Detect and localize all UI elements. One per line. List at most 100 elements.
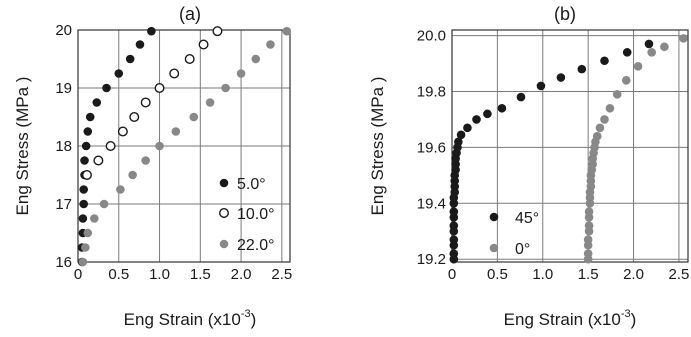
panel-a-series-3-point — [128, 170, 137, 180]
panel-b-legend-marker — [489, 243, 499, 253]
panel-b-legend-label: 45° — [515, 210, 539, 227]
panel-a-series-1-point — [102, 83, 111, 93]
panel-b-series-1-point — [536, 81, 546, 91]
panel-b-x-tick-label: 0 — [448, 266, 456, 283]
panel-b-series-1-point — [454, 137, 463, 147]
panel-b-series-2-point — [584, 207, 594, 216]
panel-b-y-tick-label: 19.2 — [417, 251, 446, 268]
panel-b-series-2-point — [679, 34, 688, 43]
panel-a-y-tick-label: 19 — [55, 80, 72, 97]
panel-a-x-tick-label: 1.0 — [149, 266, 170, 283]
panel-a-series-3-point — [83, 228, 93, 238]
panel-a-series-1-point — [79, 199, 89, 209]
panel-a-series-2-point — [117, 126, 128, 137]
panel-a-series-3-point — [221, 83, 230, 93]
panel-a-series-1-point — [135, 40, 145, 49]
panel-b-x-tick-label: 0.5 — [487, 266, 508, 283]
panel-a-series-2-point — [129, 111, 140, 122]
panel-b-plot-frame — [451, 29, 689, 263]
panel-b-x-axis-label-exponent: -3 — [621, 308, 631, 320]
panel-a-series-3-point — [90, 214, 99, 223]
panel-a-series-3-point — [78, 257, 88, 267]
panel-b-series-2-point — [612, 89, 622, 99]
panel-a-series-3-point — [266, 40, 275, 49]
panel-a-legend-label: 10.0° — [237, 206, 275, 223]
panel-b-series-1-point — [472, 115, 481, 124]
panel-a-series-3-point — [189, 112, 199, 122]
panel-a-series-3-point — [155, 141, 164, 151]
panel-b-x-tick-label: 1.5 — [578, 266, 599, 283]
panel-a-series-3-point — [282, 26, 292, 36]
panel-b-series-2-point — [660, 42, 669, 52]
panel-b-series-1-point — [449, 207, 459, 216]
panel-a-y-tick-label: 20 — [55, 22, 72, 39]
panel-a-series-2-point — [81, 169, 92, 180]
panel-b-series-1-point — [622, 48, 632, 57]
panel-a-series-3-point — [81, 243, 90, 252]
panel-a-series-1-point — [81, 141, 91, 151]
panel-b-x-axis-label: Eng Strain (x10-3) — [504, 308, 637, 329]
panel-a-title: (a) — [179, 4, 201, 24]
panel-a-legend-label: 22.0° — [237, 237, 275, 254]
panel-b-series-1-point — [577, 64, 587, 74]
panel-b-series-1-point — [483, 109, 492, 119]
panel-a-series-2-point — [93, 155, 104, 166]
panel-b-series-2-point — [600, 115, 609, 124]
panel-b-series-1-point — [556, 73, 566, 82]
panel-b-series-1-point — [449, 249, 459, 258]
panel-a-y-axis-label: Eng Stress (MPa ) — [13, 77, 32, 216]
panel-a-x-axis-label-exponent: -3 — [241, 308, 251, 320]
panel-a-series-1-point — [85, 112, 95, 122]
panel-b-series-1-point — [644, 39, 654, 49]
panel-a-series-3-point — [171, 127, 181, 136]
panel-a-series-2-point — [105, 140, 116, 151]
panel-b-series-2-point — [584, 221, 594, 230]
panel-a-series-1-point — [79, 185, 89, 194]
panel-b-series-2-point — [583, 235, 593, 244]
panel-a-series-3-point — [141, 156, 150, 165]
panel-b-x-axis-label-text: Eng Strain (x10 — [504, 310, 621, 329]
panel-a-series-2-point — [212, 26, 223, 37]
panel-a-series-1-point — [92, 98, 102, 107]
panel-a-legend-label: 5.0° — [237, 176, 266, 193]
panel-a-series-2-point — [184, 54, 195, 65]
panel-b-series-1-point — [463, 123, 472, 133]
panel-a-legend-marker — [218, 207, 229, 218]
panel-a-y-tick-label: 18 — [55, 138, 72, 155]
panel-a-series-1-point — [83, 127, 93, 136]
panel-b-x-tick-label: 2.5 — [668, 266, 689, 283]
panel-b-series-2-point — [583, 249, 593, 258]
panel-a-x-tick-label: 0 — [74, 266, 82, 283]
panel-b-series-2-point — [633, 62, 643, 71]
panel-b-legend-marker — [489, 212, 499, 222]
panel-a-series-1-point — [78, 214, 88, 223]
panel-b-series-1-point — [516, 92, 526, 102]
panel-a: (a) 0 0.5 1.0 1.5 2.0 2.5 16 17 18 19 20 5.0° 10.0°… — [13, 4, 292, 329]
panel-a-series-1-point — [114, 69, 124, 78]
panel-a-plot-frame — [77, 29, 291, 263]
panel-b-x-tick-label: 2.0 — [623, 266, 644, 283]
panel-b-y-tick-label: 19.8 — [417, 83, 446, 100]
panel-a-series-1-point — [147, 26, 156, 36]
panel-b-series-2-point — [592, 131, 602, 141]
panel-a-series-2-point — [198, 39, 209, 50]
panel-a-x-tick-label: 2.5 — [271, 266, 292, 283]
panel-b-series-1-point — [449, 221, 459, 230]
panel-a-series-1-point — [125, 54, 135, 64]
panel-b-series-2-point — [605, 103, 615, 113]
panel-b-title: (b) — [554, 4, 576, 24]
panel-a-x-axis-label: Eng Strain (x10-3) — [124, 308, 257, 329]
panel-a-x-axis-label-text: Eng Strain (x10 — [124, 310, 241, 329]
panel-a-series-3-point — [116, 185, 125, 194]
panel-b-x-axis-label-end: ) — [631, 310, 637, 329]
panel-a-y-tick-label: 17 — [55, 196, 72, 213]
panel-b-y-tick-label: 19.4 — [417, 195, 446, 212]
panel-a-series-2-point — [154, 82, 165, 93]
panel-b-series-2-point — [647, 48, 656, 57]
panel-a-legend-marker — [219, 239, 229, 249]
panel-a-series-1-point — [80, 156, 89, 165]
panel-b-series-1-point — [600, 56, 609, 66]
panel-b-y-tick-label: 19.6 — [417, 139, 446, 156]
panel-a-series-2-point — [140, 97, 151, 108]
